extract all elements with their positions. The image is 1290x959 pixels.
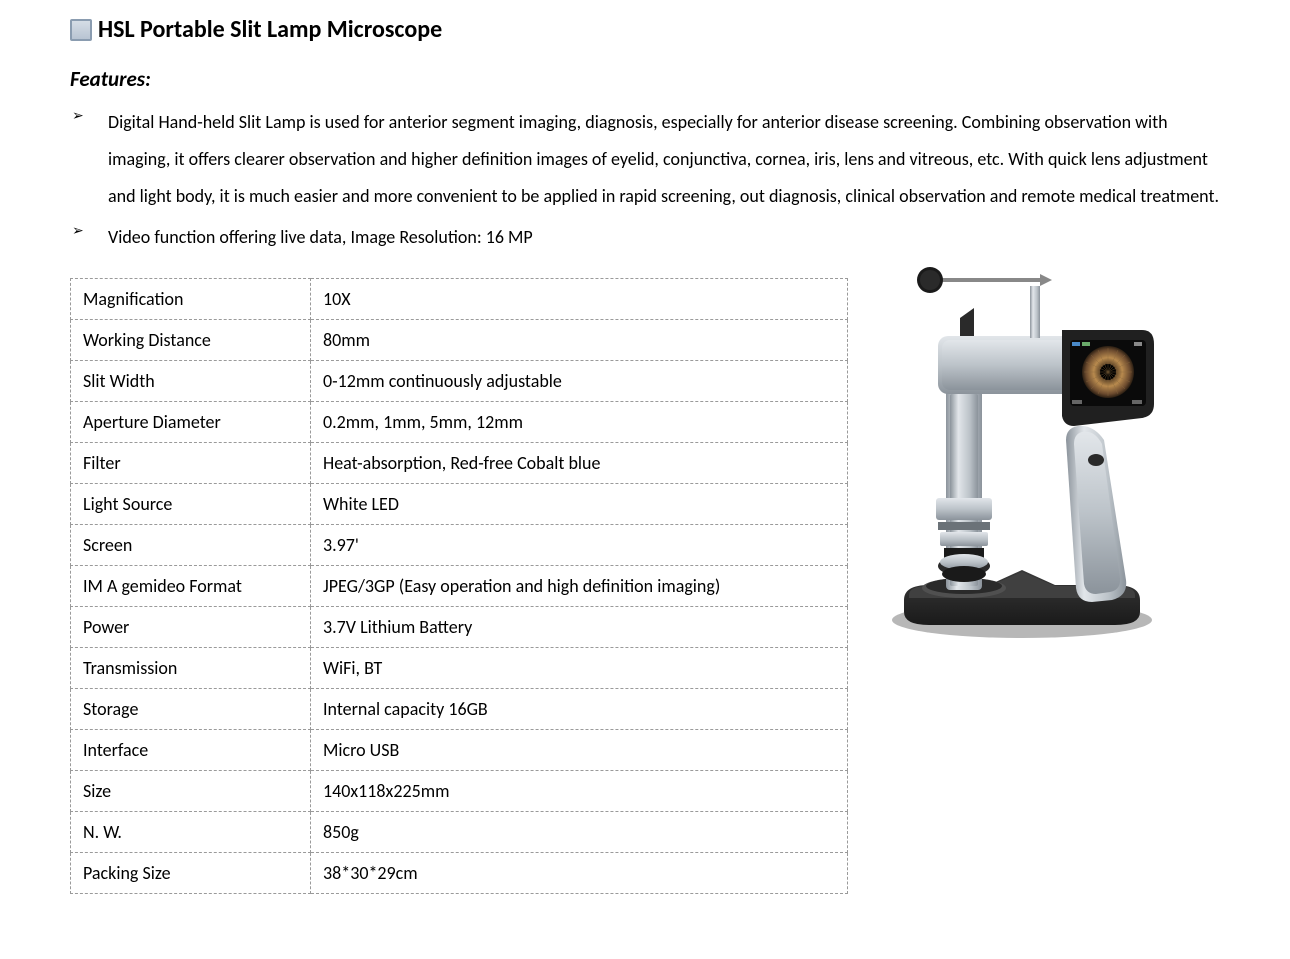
spec-label: IM A gemideo Format <box>71 565 311 606</box>
spec-value: 850g <box>311 811 848 852</box>
table-row: StorageInternal capacity 16GB <box>71 688 848 729</box>
table-row: Aperture Diameter0.2mm, 1mm, 5mm, 12mm <box>71 401 848 442</box>
spec-label: Packing Size <box>71 852 311 893</box>
table-row: Packing Size38*30*29cm <box>71 852 848 893</box>
spec-value: Micro USB <box>311 729 848 770</box>
header: HSL Portable Slit Lamp Microscope <box>70 15 1220 44</box>
spec-label: Filter <box>71 442 311 483</box>
table-row: Working Distance80mm <box>71 319 848 360</box>
spec-value: 0.2mm, 1mm, 5mm, 12mm <box>311 401 848 442</box>
bullet-arrow-icon: ➢ <box>70 219 84 256</box>
spec-label: Size <box>71 770 311 811</box>
bullet-arrow-icon: ➢ <box>70 104 84 215</box>
feature-item: ➢ Digital Hand-held Slit Lamp is used fo… <box>70 104 1220 215</box>
slit-lamp-device-icon <box>874 240 1170 640</box>
spec-value: 0-12mm continuously adjustable <box>311 360 848 401</box>
table-row: Light SourceWhite LED <box>71 483 848 524</box>
spec-value: Heat-absorption, Red-free Cobalt blue <box>311 442 848 483</box>
content-row: Magnification10X Working Distance80mm Sl… <box>70 278 1220 894</box>
spec-label: Slit Width <box>71 360 311 401</box>
table-row: Slit Width0-12mm continuously adjustable <box>71 360 848 401</box>
spec-label: Transmission <box>71 647 311 688</box>
spec-label: Magnification <box>71 278 311 319</box>
spec-label: Screen <box>71 524 311 565</box>
specifications-table: Magnification10X Working Distance80mm Sl… <box>70 278 848 894</box>
spec-label: Working Distance <box>71 319 311 360</box>
table-row: Size140x118x225mm <box>71 770 848 811</box>
product-illustration <box>874 240 1170 640</box>
features-list: ➢ Digital Hand-held Slit Lamp is used fo… <box>70 104 1220 256</box>
table-row: FilterHeat-absorption, Red-free Cobalt b… <box>71 442 848 483</box>
spec-tbody: Magnification10X Working Distance80mm Sl… <box>71 278 848 893</box>
spec-value: WiFi, BT <box>311 647 848 688</box>
spec-label: Light Source <box>71 483 311 524</box>
spec-value: 3.7V Lithium Battery <box>311 606 848 647</box>
feature-text: Digital Hand-held Slit Lamp is used for … <box>108 104 1220 215</box>
spec-value: 140x118x225mm <box>311 770 848 811</box>
table-row: Screen3.97' <box>71 524 848 565</box>
spec-value: Internal capacity 16GB <box>311 688 848 729</box>
spec-label: Storage <box>71 688 311 729</box>
spec-value: JPEG/3GP (Easy operation and high defini… <box>311 565 848 606</box>
header-box-icon <box>70 19 92 41</box>
table-row: TransmissionWiFi, BT <box>71 647 848 688</box>
page-title: HSL Portable Slit Lamp Microscope <box>98 15 442 44</box>
spec-label: N. W. <box>71 811 311 852</box>
spec-value: 38*30*29cm <box>311 852 848 893</box>
spec-label: Power <box>71 606 311 647</box>
table-row: Power3.7V Lithium Battery <box>71 606 848 647</box>
spec-label: Interface <box>71 729 311 770</box>
table-row: N. W.850g <box>71 811 848 852</box>
table-row: Magnification10X <box>71 278 848 319</box>
spec-value: 10X <box>311 278 848 319</box>
table-row: InterfaceMicro USB <box>71 729 848 770</box>
spec-label: Aperture Diameter <box>71 401 311 442</box>
spec-value: White LED <box>311 483 848 524</box>
spec-value: 80mm <box>311 319 848 360</box>
spec-value: 3.97' <box>311 524 848 565</box>
table-row: IM A gemideo FormatJPEG/3GP (Easy operat… <box>71 565 848 606</box>
features-heading: Features: <box>70 66 1220 92</box>
